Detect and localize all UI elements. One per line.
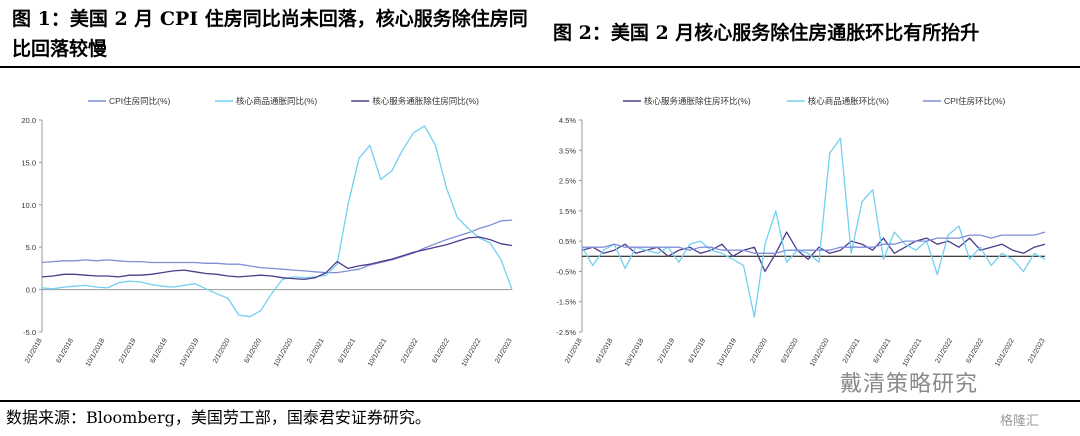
x-tick-label: 6/1/2019 (149, 337, 169, 364)
x-tick-label: 6/1/2021 (337, 337, 357, 364)
x-tick-label: 2/1/2021 (306, 337, 326, 364)
y-tick-label: -2.5% (556, 328, 576, 337)
series-line-3 (41, 236, 513, 281)
x-tick-label: 2/1/2019 (657, 337, 677, 364)
x-tick-label: 10/1/2019 (716, 337, 738, 368)
x-tick-label: 2/1/2023 (1027, 337, 1047, 364)
series-line-1 (581, 231, 1046, 273)
bottom-divider (0, 400, 1080, 402)
x-tick-label: 2/1/2020 (749, 337, 769, 364)
x-tick-label: 2/1/2021 (842, 337, 862, 364)
x-tick-label: 2/1/2020 (212, 337, 232, 364)
x-tick-label: 10/1/2021 (367, 337, 389, 368)
top-divider (0, 66, 1080, 68)
figure1-title: 图 1：美国 2 月 CPI 住房同比尚未回落，核心服务除住房同比回落较慢 (12, 8, 528, 60)
legend-label-2: 核心商品通胀环比(%) (808, 96, 889, 106)
y-tick-label: 0.5% (559, 237, 576, 246)
legend-label-2: 核心商品通胀同比(%) (236, 96, 317, 106)
x-tick-label: 2/1/2019 (118, 337, 138, 364)
y-tick-label: -1.5% (556, 298, 576, 307)
x-tick-label: 6/1/2019 (688, 337, 708, 364)
x-tick-label: 2/1/2022 (400, 337, 420, 364)
chart-1-svg: 20.0 15.0 10.0 5.0 0.0 -5.02/1/2018 6/1/2018 10… (21, 96, 514, 368)
series-line-1 (41, 219, 513, 274)
x-tick-label: 10/1/2020 (809, 337, 831, 368)
y-tick-label: 20.0 (21, 116, 36, 125)
x-tick-label: 6/1/2022 (965, 337, 985, 364)
x-tick-label: 6/1/2020 (243, 337, 263, 364)
chart-2-svg: 4.5%3.5%2.5%1.5%0.5%-0.5%-1.5%-2.5%2/1/2… (556, 96, 1047, 368)
y-tick-label: 1.5% (559, 207, 576, 216)
legend-label-1: CPI住房同比(%) (109, 96, 171, 106)
x-tick-label: 10/1/2022 (461, 337, 483, 368)
series-line-2 (581, 137, 1046, 318)
y-tick-label: 0.0 (26, 286, 36, 295)
x-tick-label: 2/1/2022 (934, 337, 954, 364)
x-tick-label: 6/1/2021 (873, 337, 893, 364)
legend-label-3: 核心服务通胀除住房同比(%) (372, 96, 479, 106)
chart-2: 4.5% 3.5% 2.5% 1.5% 0.5% -0.5% -1.5% -2.5% 2/1/2… (545, 78, 1080, 398)
series-line-2 (41, 125, 513, 318)
chart-1: 20.0 15.0 10.0 5.0 0.0 -5.0 2/1/2018 6/1/2018 10… (0, 78, 540, 398)
x-tick-label: 10/1/2022 (994, 337, 1016, 368)
data-source: 数据来源：Bloomberg，美国劳工部，国泰君安证券研究。 (6, 408, 431, 427)
y-tick-label: 4.5% (559, 116, 576, 125)
y-tick-label: -5.0 (23, 328, 36, 337)
y-tick-label: 15.0 (21, 158, 36, 167)
x-tick-label: 2/1/2023 (494, 337, 514, 364)
x-tick-label: 6/1/2018 (595, 337, 615, 364)
figure2-title: 图 2：美国 2 月核心服务除住房通胀环比有所抬升 (553, 22, 980, 44)
x-tick-label: 6/1/2020 (780, 337, 800, 364)
y-tick-label: 2.5% (559, 177, 576, 186)
series-line-3 (582, 231, 1046, 254)
corner-watermark: 格隆汇 (1000, 414, 1040, 429)
x-tick-label: 2/1/2018 (564, 337, 584, 364)
legend-label-3: CPI住房环比(%) (944, 96, 1006, 106)
y-tick-label: 3.5% (559, 146, 576, 155)
legend-label-1: 核心服务通胀除住房环比(%) (644, 96, 751, 106)
x-tick-label: 10/1/2018 (624, 337, 646, 368)
y-tick-label: 10.0 (21, 201, 36, 210)
x-tick-label: 10/1/2019 (179, 337, 201, 368)
y-tick-label: -0.5% (556, 267, 576, 276)
x-tick-label: 10/1/2021 (902, 337, 924, 368)
watermark: 戴清策略研究 (840, 372, 979, 397)
x-tick-label: 10/1/2020 (273, 337, 295, 368)
x-tick-label: 2/1/2018 (24, 337, 44, 364)
x-tick-label: 10/1/2018 (85, 337, 107, 368)
y-tick-label: 5.0 (26, 243, 36, 252)
x-tick-label: 6/1/2022 (431, 337, 451, 364)
x-tick-label: 6/1/2018 (55, 337, 75, 364)
